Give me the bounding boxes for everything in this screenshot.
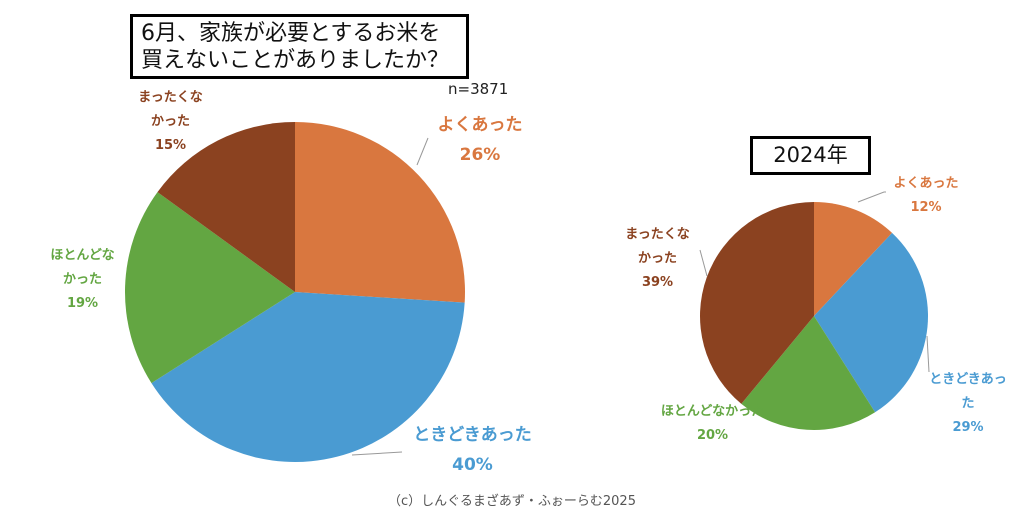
label-big-never: まったくな かった 15%	[128, 86, 213, 158]
pie-slice-2	[151, 292, 465, 462]
sample-size-note: n=3871	[448, 80, 509, 98]
label-pct: 39%	[641, 275, 674, 290]
label-big-rarely: ほとんどな かった 19%	[40, 244, 125, 316]
pie-slice-3	[741, 316, 876, 430]
label-text: かった	[62, 272, 102, 287]
label-text: た	[961, 396, 975, 411]
chart-title-box: 6月、家族が必要とするお米を 買えないことがありましたか？	[130, 14, 469, 79]
pie-slice-3	[124, 192, 295, 384]
label-text: ほとんどなかった	[660, 404, 765, 419]
leader-line-big-often	[416, 137, 429, 166]
label-text: ときどきあった	[413, 425, 532, 445]
label-text: よくあった	[437, 115, 523, 135]
chart-2024-title: 2024年	[773, 143, 848, 167]
label-big-sometimes: ときどきあった 40%	[400, 420, 545, 480]
label-pct: 26%	[459, 145, 501, 165]
chart-2024-title-box: 2024年	[750, 136, 871, 175]
copyright-footer: （c）しんぐるまざあず・ふぉーらむ2025	[388, 494, 636, 509]
pie-2025	[124, 122, 466, 462]
leader-line-big-sometimes	[351, 451, 403, 456]
pie-slice-4	[700, 202, 814, 404]
label-pct: 12%	[910, 200, 942, 215]
pie-slice-4	[157, 122, 295, 292]
label-text: まったくな	[625, 227, 690, 242]
pie-2024	[700, 202, 929, 430]
chart-title-line-2: 買えないことがありましたか？	[141, 48, 450, 73]
pie-slice-1	[295, 122, 466, 303]
leader-line-small-never	[699, 249, 708, 277]
label-small-never: まったくな かった 39%	[615, 223, 700, 295]
label-pct: 19%	[66, 296, 99, 311]
pie-slice-2	[814, 232, 929, 413]
leader-line-small-sometimes	[926, 335, 930, 373]
label-text: まったくな	[138, 90, 203, 105]
label-pct: 29%	[952, 420, 984, 435]
leader-lines	[351, 137, 930, 456]
label-pct: 40%	[452, 455, 493, 475]
pie-slice-1	[814, 202, 893, 316]
label-small-rarely: ほとんどなかった 20%	[650, 400, 775, 448]
label-text: よくあった	[893, 176, 959, 191]
label-small-often: よくあった 12%	[876, 172, 976, 220]
chart-title-line-1: 6月、家族が必要とするお米を	[141, 21, 441, 46]
label-text: ときどきあっ	[929, 372, 1007, 387]
label-small-sometimes: ときどきあっ た 29%	[918, 368, 1018, 440]
label-pct: 15%	[154, 138, 187, 153]
label-text: ほとんどな	[50, 248, 115, 263]
label-text: かった	[150, 114, 190, 129]
leader-line-small-often	[857, 191, 886, 203]
label-big-often: よくあった 26%	[425, 110, 535, 170]
label-pct: 20%	[696, 428, 729, 443]
label-text: かった	[637, 251, 677, 266]
